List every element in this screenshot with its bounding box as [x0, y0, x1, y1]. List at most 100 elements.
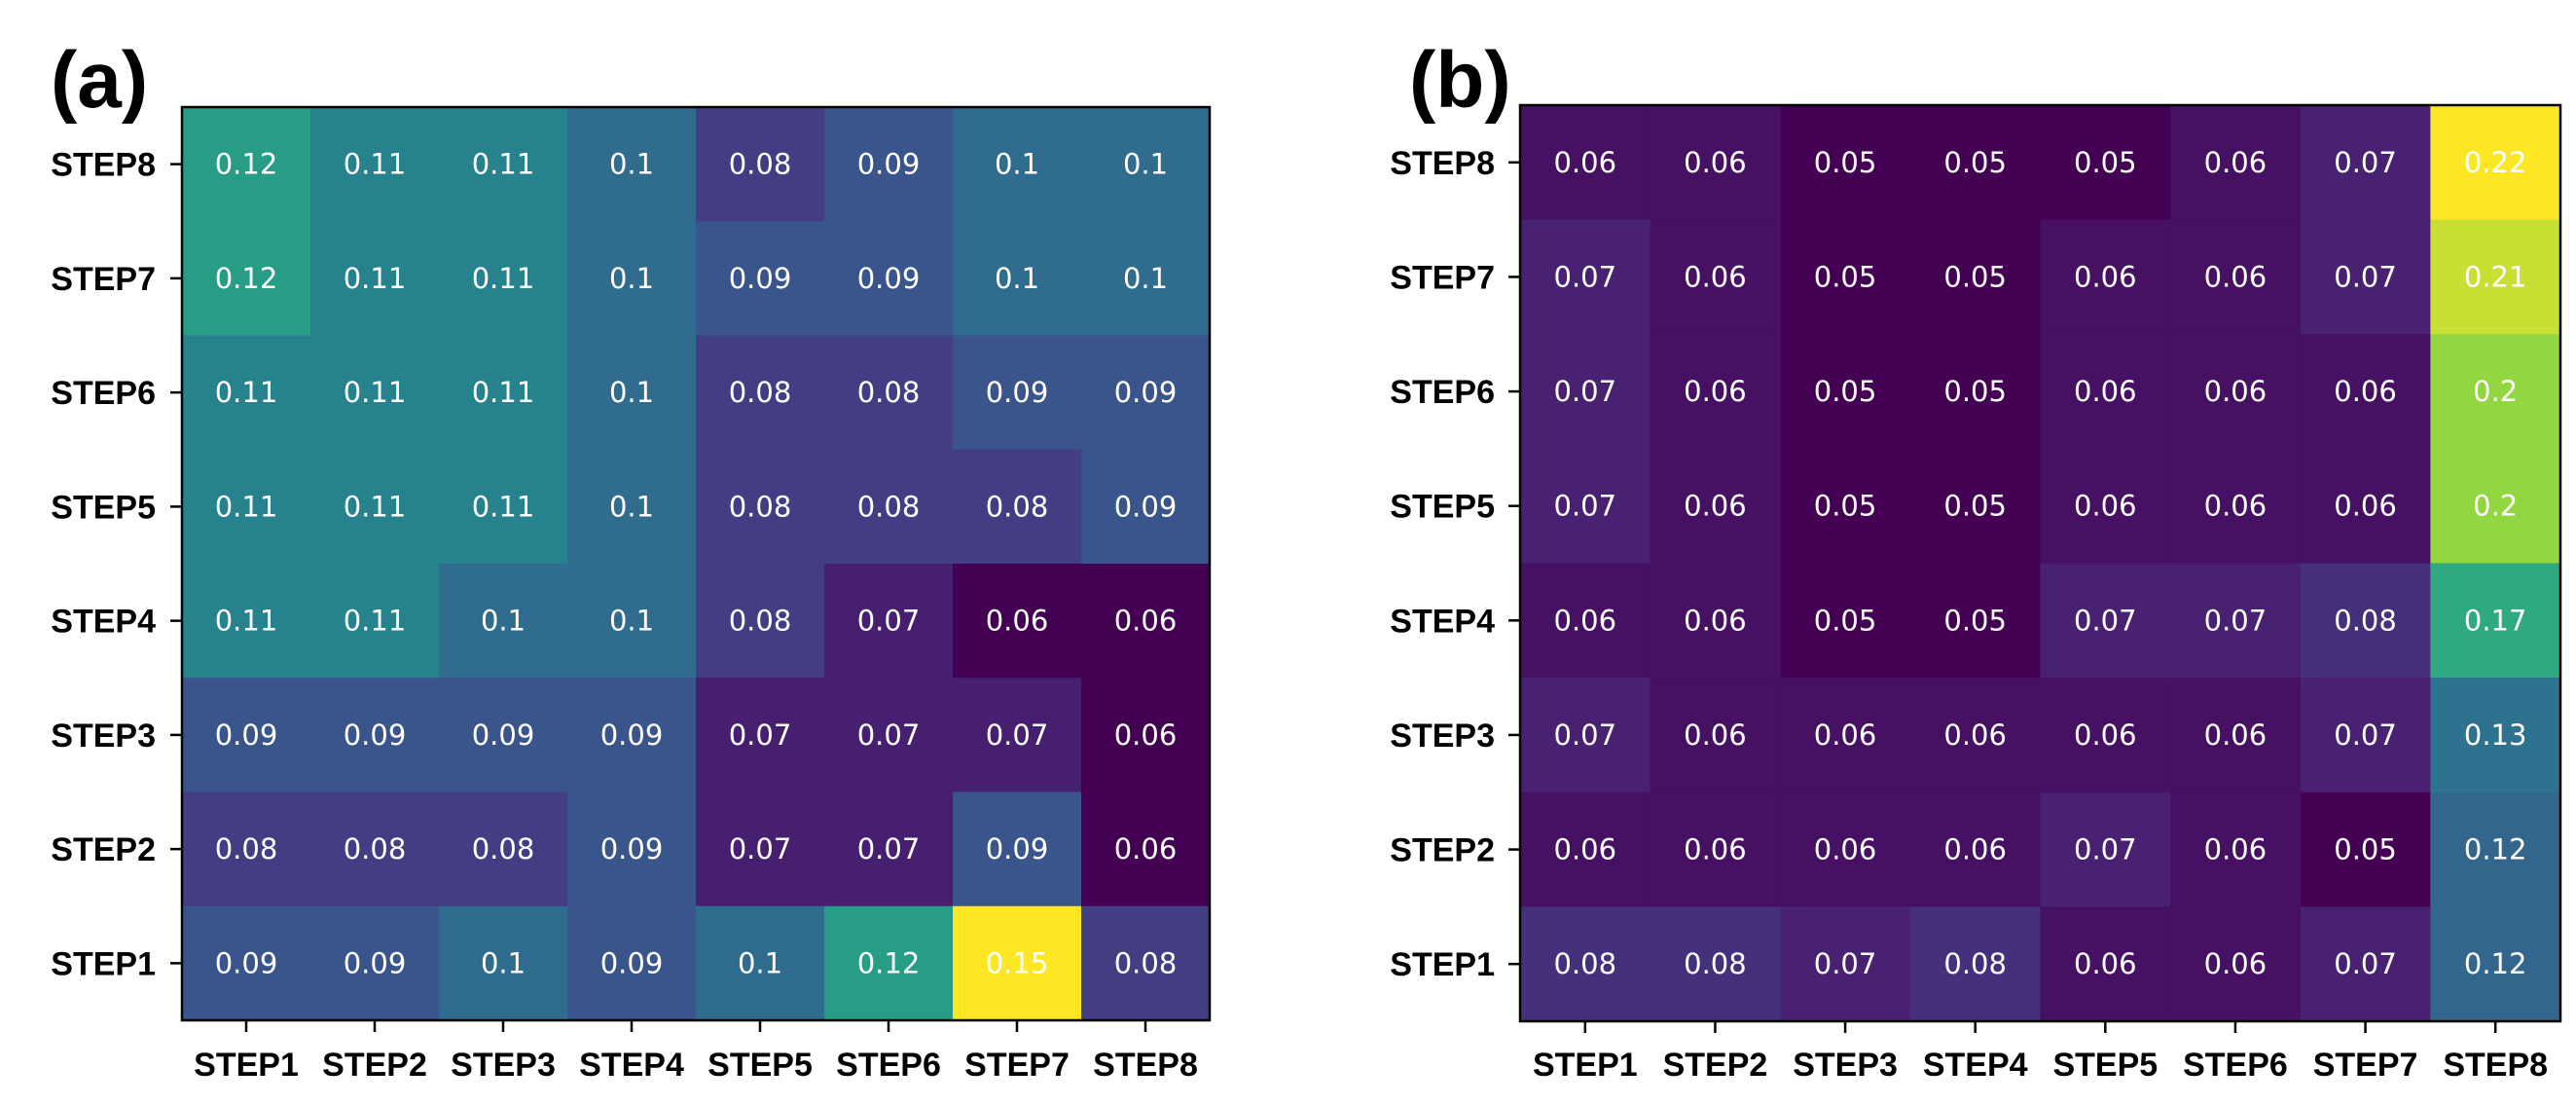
cell-value-label: 0.1	[609, 148, 654, 181]
heatmap-cell	[182, 905, 311, 1021]
heatmap-cell	[1650, 563, 1781, 679]
heatmap-cell	[696, 449, 825, 565]
heatmap-cell	[310, 564, 440, 679]
heatmap-cell	[696, 221, 825, 336]
cell-value-label: 0.06	[1943, 718, 2007, 752]
cell-value-label: 0.11	[472, 262, 535, 295]
cell-value-label: 0.07	[729, 832, 792, 866]
heatmap-cell	[2300, 105, 2431, 221]
x-tick-label: STEP7	[2313, 1047, 2418, 1084]
cell-value-label: 0.05	[1814, 146, 1877, 179]
heatmap-cell	[696, 905, 825, 1021]
heatmap-cell	[1520, 792, 1651, 907]
cell-value-label: 0.08	[729, 490, 792, 523]
x-tick-label: STEP5	[707, 1047, 813, 1084]
cell-value-label: 0.12	[2464, 833, 2527, 866]
cell-value-label: 0.05	[1814, 260, 1877, 293]
cell-value-label: 0.12	[2464, 947, 2527, 980]
heatmap-cell	[824, 107, 954, 222]
cell-value-label: 0.06	[1684, 718, 1747, 752]
heatmap-cell	[1650, 678, 1781, 793]
heatmap-cell	[824, 335, 954, 451]
cell-value-label: 0.05	[1943, 260, 2007, 293]
heatmap-cell	[567, 678, 697, 792]
cell-value-label: 0.07	[1554, 375, 1617, 408]
y-tick-label: STEP7	[51, 261, 156, 298]
x-tick-label: STEP1	[1533, 1047, 1638, 1084]
cell-value-label: 0.08	[729, 605, 792, 638]
heatmap-cell	[2300, 678, 2431, 793]
heatmap-cell	[1081, 335, 1211, 451]
y-tick-label: STEP3	[51, 718, 156, 755]
cell-value-label: 0.06	[986, 605, 1049, 638]
cell-value-label: 0.08	[729, 148, 792, 181]
heatmap-cell	[567, 335, 697, 451]
panel-label-b: (b)	[1409, 36, 1511, 125]
cell-value-label: 0.1	[995, 148, 1039, 181]
cell-value-label: 0.08	[1554, 947, 1617, 980]
cell-value-label: 0.06	[1684, 146, 1747, 179]
heatmap-cell	[1650, 448, 1781, 564]
heatmap-cell	[310, 335, 440, 451]
cell-value-label: 0.1	[609, 262, 654, 295]
cell-value-label: 0.1	[1123, 148, 1168, 181]
heatmap-cell	[567, 449, 697, 565]
heatmap-cell	[1520, 678, 1651, 793]
heatmap-panel-a: 0.12 0.11 0.11 0.1 0.08 0.09 0.1 0.1 0.12 0.11 0.1…	[51, 36, 1212, 1084]
cell-value-label: 0.07	[986, 718, 1049, 752]
cell-value-label: 0.06	[1684, 604, 1747, 637]
cell-value-label: 0.05	[2074, 146, 2137, 179]
cell-value-label: 0.06	[2204, 718, 2268, 752]
cell-value-label: 0.1	[609, 376, 654, 409]
y-tick-label: STEP3	[1390, 718, 1495, 755]
cell-value-label: 0.07	[857, 718, 921, 752]
heatmap-cell	[2430, 219, 2561, 335]
cell-value-label: 0.08	[1943, 947, 2007, 980]
heatmap-cell	[1909, 563, 2041, 679]
heatmap-cell	[1909, 219, 2041, 335]
cell-value-label: 0.06	[2204, 947, 2268, 980]
y-tick-label: STEP6	[51, 375, 156, 412]
cell-value-label: 0.08	[857, 490, 921, 523]
x-tick-label: STEP8	[1093, 1047, 1198, 1084]
cell-value-label: 0.07	[729, 718, 792, 752]
x-tick-label: STEP3	[1793, 1047, 1898, 1084]
x-tick-label: STEP2	[1663, 1047, 1768, 1084]
heatmap-cell	[1520, 448, 1651, 564]
cell-value-label: 0.05	[1943, 375, 2007, 408]
heatmap-cell	[567, 905, 697, 1021]
heatmap-cell	[439, 449, 568, 565]
heatmap-cell	[310, 678, 440, 792]
cell-value-label: 0.09	[1114, 376, 1178, 409]
y-tick-label: STEP1	[51, 945, 156, 982]
cell-value-label: 0.06	[2074, 947, 2137, 980]
cell-value-label: 0.11	[344, 490, 407, 523]
heatmap-cell	[182, 564, 311, 679]
heatmap-cell	[182, 792, 311, 907]
heatmap-cell	[2170, 678, 2302, 793]
cell-value-label: 0.11	[344, 148, 407, 181]
y-tick-label: STEP5	[51, 489, 156, 526]
cell-value-label: 0.07	[2204, 604, 2268, 637]
heatmap-cell	[824, 221, 954, 336]
cell-value-label: 0.1	[481, 946, 526, 979]
heatmap-cell	[567, 107, 697, 222]
cell-value-label: 0.11	[344, 262, 407, 295]
cell-value-label: 0.2	[2473, 375, 2518, 408]
heatmap-cell	[1780, 448, 1911, 564]
heatmap-cell	[1780, 219, 1911, 335]
heatmap-cell	[824, 792, 954, 907]
cell-value-label: 0.05	[1814, 604, 1877, 637]
cell-value-label: 0.05	[2334, 833, 2397, 866]
cell-value-label: 0.08	[729, 376, 792, 409]
heatmap-cell	[824, 564, 954, 679]
cell-value-label: 0.08	[344, 832, 407, 866]
cell-value-label: 0.07	[857, 832, 921, 866]
cell-value-label: 0.06	[1684, 260, 1747, 293]
heatmap-cell	[310, 792, 440, 907]
heatmap-cell	[696, 335, 825, 451]
cell-value-label: 0.11	[215, 490, 278, 523]
cell-value-label: 0.09	[1114, 490, 1178, 523]
heatmap-cell	[2300, 448, 2431, 564]
